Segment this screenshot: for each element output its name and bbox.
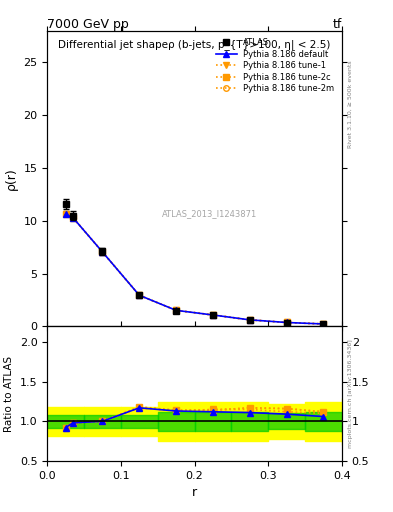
Text: mcplots.cern.ch [arXiv:1306.3436]: mcplots.cern.ch [arXiv:1306.3436] — [348, 339, 353, 448]
Pythia 8.186 tune-2m — [63, 211, 68, 218]
Pythia 8.186 tune-2m — [211, 312, 215, 318]
Y-axis label: Ratio to ATLAS: Ratio to ATLAS — [4, 355, 14, 432]
Pythia 8.186 tune-2m — [284, 319, 289, 326]
Y-axis label: ρ(r): ρ(r) — [5, 167, 18, 190]
Pythia 8.186 tune-2c — [321, 321, 326, 327]
Text: 7000 GeV pp: 7000 GeV pp — [47, 18, 129, 31]
Text: ATLAS_2013_I1243871: ATLAS_2013_I1243871 — [162, 209, 257, 219]
Pythia 8.186 tune-1 — [321, 321, 326, 327]
Pythia 8.186 tune-2c — [71, 215, 75, 221]
Line: Pythia 8.186 default: Pythia 8.186 default — [63, 211, 326, 327]
Pythia 8.186 tune-2m — [100, 249, 105, 255]
Legend: ATLAS, Pythia 8.186 default, Pythia 8.186 tune-1, Pythia 8.186 tune-2c, Pythia 8: ATLAS, Pythia 8.186 default, Pythia 8.18… — [213, 35, 338, 97]
Pythia 8.186 default — [71, 215, 75, 221]
Pythia 8.186 tune-2m — [321, 321, 326, 327]
Pythia 8.186 default — [137, 292, 141, 298]
Line: Pythia 8.186 tune-2m: Pythia 8.186 tune-2m — [63, 211, 326, 327]
Line: Pythia 8.186 tune-2c: Pythia 8.186 tune-2c — [63, 211, 326, 327]
Pythia 8.186 tune-1 — [284, 319, 289, 326]
Pythia 8.186 tune-2m — [137, 292, 141, 298]
Text: tf: tf — [332, 18, 342, 31]
Pythia 8.186 tune-1 — [71, 215, 75, 221]
Pythia 8.186 tune-2m — [248, 317, 252, 323]
Text: Rivet 3.1.10, ≥ 500k events: Rivet 3.1.10, ≥ 500k events — [348, 61, 353, 148]
Pythia 8.186 tune-1 — [63, 211, 68, 218]
Pythia 8.186 tune-1 — [248, 317, 252, 323]
Pythia 8.186 tune-2m — [71, 215, 75, 221]
Line: Pythia 8.186 tune-1: Pythia 8.186 tune-1 — [63, 211, 326, 327]
Text: Differential jet shapeρ (b-jets, p_{T}>100, η| < 2.5): Differential jet shapeρ (b-jets, p_{T}>1… — [58, 39, 331, 51]
Pythia 8.186 tune-2c — [63, 211, 68, 218]
Pythia 8.186 tune-1 — [137, 292, 141, 298]
Pythia 8.186 default — [100, 249, 105, 255]
Pythia 8.186 default — [174, 307, 178, 313]
Pythia 8.186 default — [248, 317, 252, 323]
Pythia 8.186 tune-2m — [174, 307, 178, 313]
Pythia 8.186 tune-1 — [174, 307, 178, 313]
Pythia 8.186 tune-2c — [248, 317, 252, 323]
Pythia 8.186 default — [284, 319, 289, 326]
X-axis label: r: r — [192, 486, 197, 499]
Pythia 8.186 tune-2c — [100, 249, 105, 255]
Pythia 8.186 default — [321, 321, 326, 327]
Pythia 8.186 tune-2c — [174, 307, 178, 313]
Pythia 8.186 tune-1 — [100, 249, 105, 255]
Pythia 8.186 default — [211, 312, 215, 318]
Pythia 8.186 tune-2c — [211, 312, 215, 318]
Pythia 8.186 tune-2c — [137, 292, 141, 298]
Pythia 8.186 default — [63, 211, 68, 218]
Pythia 8.186 tune-1 — [211, 312, 215, 318]
Pythia 8.186 tune-2c — [284, 319, 289, 326]
